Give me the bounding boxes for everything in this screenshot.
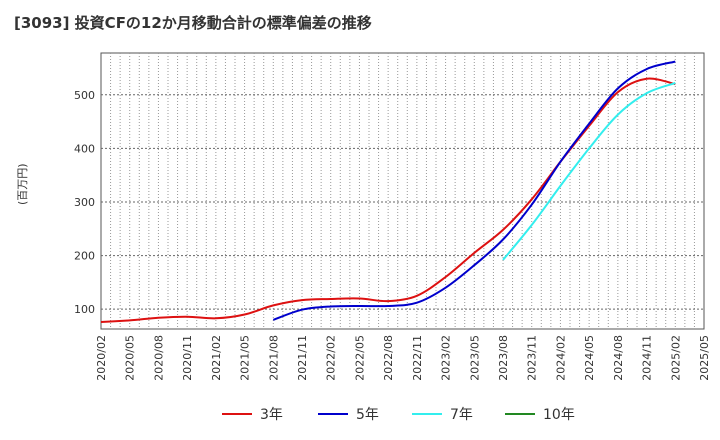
x-tick-label: 2020/11 <box>181 335 194 381</box>
y-tick-label: 400 <box>74 142 95 155</box>
x-tick-label: 2020/02 <box>95 335 108 381</box>
series-line-3 <box>502 82 676 261</box>
legend-item-10y: 10年 <box>505 404 575 424</box>
legend-label-5y: 5年 <box>356 407 379 423</box>
y-tick-label: 300 <box>74 196 95 209</box>
x-tick-label: 2021/11 <box>296 335 309 381</box>
series-lines <box>100 60 676 323</box>
x-tick-label: 2020/08 <box>152 335 165 381</box>
series-line-2 <box>272 60 676 321</box>
x-tick-label: 2022/05 <box>353 335 366 381</box>
y-tick-labels: 100 200 300 400 500 <box>74 89 95 316</box>
legend-swatch-3y <box>222 413 252 415</box>
x-tick-label: 2023/08 <box>497 335 510 381</box>
x-tick-label: 2024/02 <box>554 335 567 381</box>
legend-swatch-5y <box>318 413 348 415</box>
x-tick-label: 2022/08 <box>382 335 395 381</box>
x-tick-label: 2021/02 <box>210 335 223 381</box>
y-tick-label: 500 <box>74 89 95 102</box>
x-tick-label: 2022/11 <box>411 335 424 381</box>
legend-item-5y: 5年 <box>318 404 379 424</box>
legend-item-3y: 3年 <box>222 404 283 424</box>
legend-swatch-10y <box>505 413 535 415</box>
x-tick-label: 2022/02 <box>325 335 338 381</box>
x-tick-label: 2024/11 <box>641 335 654 381</box>
x-tick-label: 2024/08 <box>612 335 625 381</box>
x-tick-label: 2025/05 <box>698 335 711 381</box>
grid-lines <box>101 53 704 329</box>
legend-label-10y: 10年 <box>543 407 575 423</box>
x-tick-label: 2021/05 <box>239 335 252 381</box>
legend-swatch-7y <box>412 413 442 415</box>
plot-area <box>100 52 705 330</box>
x-tick-labels: 2020/02 2020/05 2020/08 2020/11 2021/02 2021/… <box>95 335 711 381</box>
legend-item-7y: 7年 <box>412 404 473 424</box>
y-tick-label: 100 <box>74 303 95 316</box>
x-tick-label: 2021/08 <box>267 335 280 381</box>
x-tick-label: 2023/11 <box>526 335 539 381</box>
series-line-1 <box>100 77 676 323</box>
chart-title: [3093] 投資CFの12か月移動合計の標準偏差の推移 <box>14 14 372 32</box>
legend: 3年 5年 7年 10年 <box>0 404 720 428</box>
legend-label-7y: 7年 <box>450 407 473 423</box>
x-tick-label: 2020/05 <box>124 335 137 381</box>
x-tick-label: 2023/05 <box>468 335 481 381</box>
x-tick-label: 2025/02 <box>669 335 682 381</box>
legend-label-3y: 3年 <box>260 407 283 423</box>
x-tick-label: 2024/05 <box>583 335 596 381</box>
y-tick-label: 200 <box>74 250 95 263</box>
x-tick-label: 2023/02 <box>440 335 453 381</box>
